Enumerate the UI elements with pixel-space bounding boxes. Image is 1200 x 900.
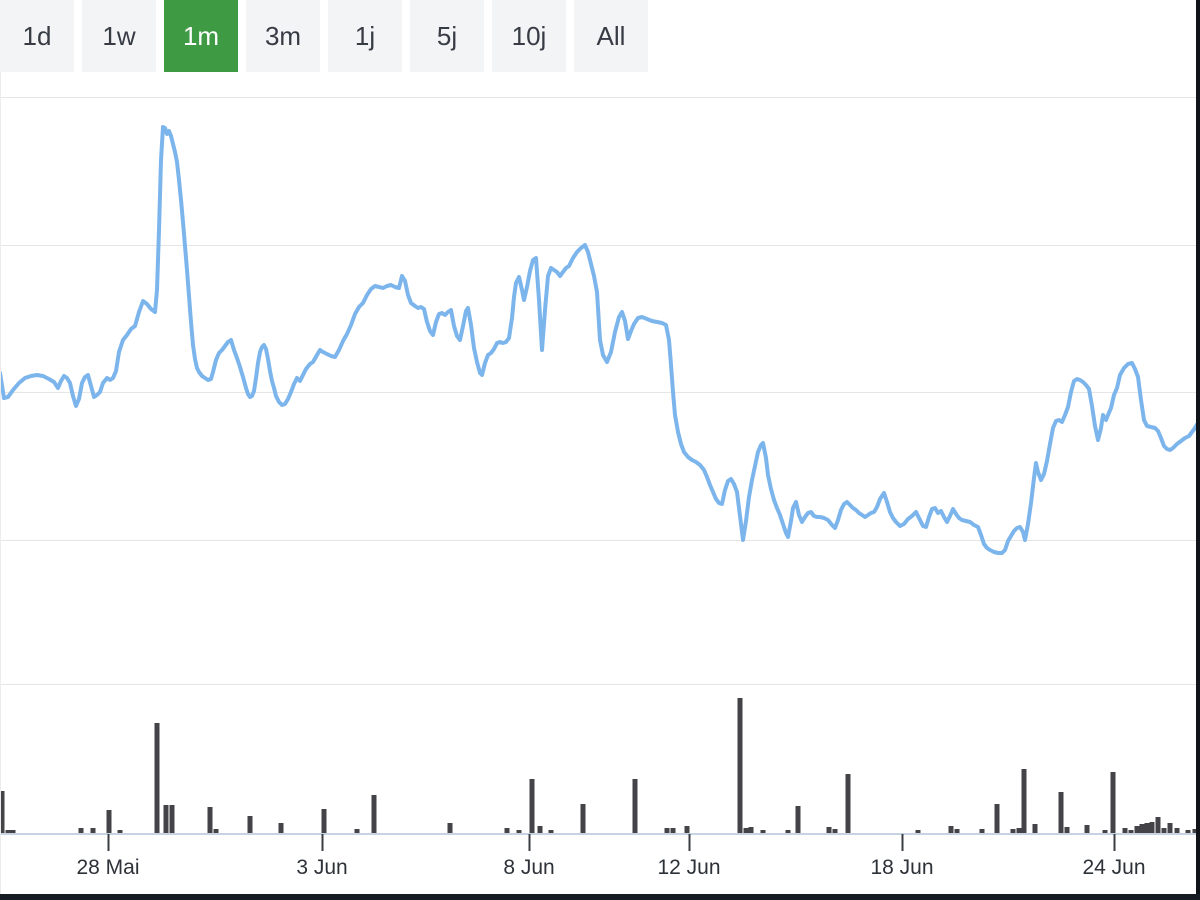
range-button-1w[interactable]: 1w	[82, 0, 156, 72]
volume-bar	[743, 828, 749, 834]
volume-bar	[1149, 822, 1155, 834]
volume-bar	[737, 698, 743, 834]
volume-bar	[213, 829, 219, 834]
volume-bar	[1155, 817, 1161, 834]
volume-bar	[1161, 828, 1167, 834]
volume-bar	[1064, 827, 1070, 834]
volume-bar	[632, 779, 638, 834]
x-axis-label: 24 Jun	[1082, 856, 1145, 879]
volume-bar	[684, 826, 690, 834]
volume-bar	[580, 804, 586, 834]
x-axis-label: 8 Jun	[503, 856, 554, 879]
volume-bar	[117, 830, 123, 834]
volume-bar	[1139, 824, 1145, 834]
range-selector: 1d 1w 1m 3m 1j 5j 10j All	[0, 0, 648, 72]
volume-bar	[106, 810, 112, 834]
range-button-3m[interactable]: 3m	[246, 0, 320, 72]
x-axis-label: 28 Mai	[76, 856, 139, 879]
volume-bar	[748, 827, 754, 834]
plot-area[interactable]	[0, 73, 1196, 894]
volume-bar	[529, 779, 535, 834]
volume-bar	[1084, 825, 1090, 834]
volume-bar	[1010, 829, 1016, 834]
range-button-1d[interactable]: 1d	[0, 0, 74, 72]
volume-bar	[915, 830, 921, 834]
volume-bar	[154, 723, 160, 834]
range-button-All[interactable]: All	[574, 0, 648, 72]
volume-bar	[1122, 828, 1128, 834]
volume-bar	[247, 816, 253, 834]
volume-bar	[826, 827, 832, 834]
volume-bar	[5, 830, 11, 834]
range-button-1j[interactable]: 1j	[328, 0, 402, 72]
volume-bar	[1192, 829, 1198, 834]
volume-bar	[785, 830, 791, 834]
volume-bar	[1021, 769, 1027, 834]
volume-bar	[516, 830, 522, 834]
volume-bar	[1032, 824, 1038, 834]
volume-bar	[1016, 828, 1022, 834]
volume-bar	[664, 828, 670, 834]
volume-bar	[1174, 828, 1180, 834]
volume-bar	[1102, 830, 1108, 834]
x-axis-label: 18 Jun	[870, 856, 933, 879]
volume-bar	[1144, 823, 1150, 834]
volume-bar	[1185, 830, 1191, 834]
volume-bar	[163, 805, 169, 834]
volume-bar	[832, 829, 838, 834]
volume-bar	[760, 830, 766, 834]
range-button-10j[interactable]: 10j	[492, 0, 566, 72]
volume-bar	[207, 807, 213, 834]
volume-bar	[994, 804, 1000, 834]
volume-bar	[948, 826, 954, 834]
range-button-5j[interactable]: 5j	[410, 0, 484, 72]
bottom-border	[0, 894, 1200, 900]
volume-bar	[78, 828, 84, 834]
range-button-1m[interactable]: 1m	[164, 0, 238, 72]
volume-bar	[447, 823, 453, 834]
volume-bar	[845, 774, 851, 834]
x-axis-label: 12 Jun	[657, 856, 720, 879]
x-axis-label: 3 Jun	[296, 856, 347, 879]
volume-bar	[504, 828, 510, 834]
right-border	[1196, 0, 1200, 900]
volume-bar	[354, 829, 360, 834]
volume-bar	[278, 823, 284, 834]
volume-bar	[670, 828, 676, 834]
volume-bar	[1058, 792, 1064, 834]
volume-bar	[548, 830, 554, 834]
volume-bar	[169, 805, 175, 834]
volume-bar	[1110, 772, 1116, 834]
price-line-series	[0, 125, 1200, 555]
volume-bar	[979, 829, 985, 834]
volume-bar	[1134, 826, 1140, 834]
left-border	[0, 72, 1, 894]
volume-bar	[954, 829, 960, 834]
volume-bar	[321, 809, 327, 834]
volume-bar	[1128, 830, 1134, 834]
volume-bar	[10, 830, 16, 834]
volume-bar	[0, 791, 5, 834]
volume-bar	[1167, 823, 1173, 834]
volume-bar	[795, 806, 801, 834]
volume-bar	[90, 828, 96, 834]
volume-bar	[371, 795, 377, 834]
volume-bar	[537, 826, 543, 834]
